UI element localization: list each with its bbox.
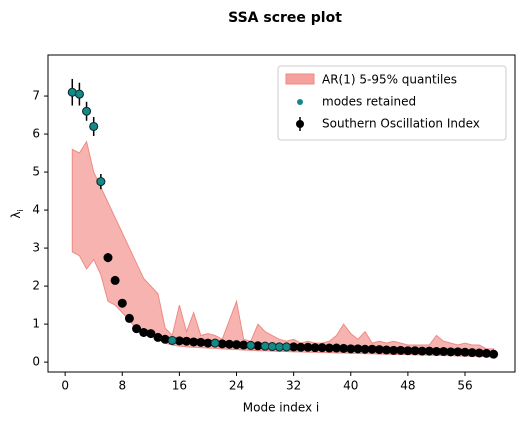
soi-point (431, 346, 441, 356)
soi-point (467, 348, 477, 358)
soi-point (367, 344, 377, 354)
soi-point (303, 342, 313, 352)
y-tick-label: 3 (32, 241, 40, 255)
soi-point (346, 344, 356, 354)
x-tick-label: 24 (229, 379, 244, 393)
soi-point (381, 345, 391, 355)
soi-point (389, 345, 399, 355)
plot-frame (47, 54, 516, 373)
x-tick-label: 32 (286, 379, 301, 393)
x-tick-label: 0 (61, 379, 69, 393)
soi-point (160, 334, 170, 344)
y-tick-label: 2 (32, 279, 40, 293)
legend-swatch (297, 99, 303, 105)
soi-point (317, 343, 327, 353)
legend-label: AR(1) 5-95% quantiles (322, 73, 457, 87)
retained-point (96, 177, 106, 186)
soi-point (196, 337, 206, 347)
soi-point (146, 329, 156, 339)
retained-point (210, 338, 220, 348)
soi-point (224, 339, 234, 349)
soi-point (139, 327, 149, 337)
retained-point (68, 88, 77, 97)
soi-point (374, 345, 384, 355)
soi-point (217, 339, 227, 349)
legend-label: modes retained (322, 95, 416, 109)
x-tick-label: 40 (343, 379, 358, 393)
soi-point (153, 332, 163, 342)
legend-label: Southern Oscillation Index (322, 117, 480, 131)
soi-point (446, 347, 456, 357)
legend-box (277, 65, 507, 141)
soi-point (481, 348, 491, 358)
y-tick-label: 0 (32, 355, 40, 369)
y-tick-label: 1 (32, 317, 40, 331)
soi-point (360, 344, 370, 354)
soi-point (232, 340, 242, 350)
x-tick-label: 56 (457, 379, 472, 393)
legend-swatch (296, 120, 304, 128)
retained-point (75, 89, 84, 99)
soi-point (103, 253, 113, 263)
x-tick-label: 16 (172, 379, 187, 393)
x-tick-label: 8 (118, 379, 126, 393)
retained-point (275, 342, 284, 352)
retained-point (246, 341, 255, 350)
retained-point (260, 341, 270, 351)
soi-point (424, 346, 434, 356)
soi-point (189, 337, 199, 347)
soi-point (403, 346, 413, 356)
y-axis-label: λi (9, 209, 25, 218)
soi-point (453, 347, 463, 357)
retained-point (82, 107, 91, 116)
soi-point (417, 346, 427, 356)
soi-point (439, 346, 449, 356)
soi-point (339, 343, 349, 353)
x-axis-label: Mode index i (243, 401, 320, 415)
soi-point (289, 342, 299, 352)
retained-point (168, 336, 177, 345)
soi-point (331, 343, 341, 353)
retained-point (282, 342, 291, 352)
soi-point (239, 340, 249, 350)
soi-point (296, 342, 306, 352)
retained-point (268, 342, 277, 351)
y-tick-label: 6 (32, 127, 40, 141)
y-tick-label: 5 (32, 165, 40, 179)
soi-point (203, 338, 213, 348)
soi-point (182, 336, 192, 346)
soi-point (324, 343, 334, 353)
y-tick-label: 4 (32, 203, 40, 217)
soi-point (460, 347, 470, 357)
y-axis-symbol: λi (9, 209, 25, 218)
chart-title: SSA scree plot (228, 10, 342, 26)
soi-point (110, 275, 120, 285)
x-tick-label: 48 (400, 379, 415, 393)
soi-point (174, 336, 184, 346)
soi-point (253, 341, 263, 351)
soi-point (396, 345, 406, 355)
y-label-main: λ (9, 212, 23, 219)
legend-swatch (285, 73, 315, 85)
retained-point (89, 122, 98, 131)
soi-point (117, 298, 127, 308)
soi-point (410, 346, 420, 356)
soi-point (132, 324, 142, 334)
soi-point (474, 348, 484, 358)
y-label-sub: i (16, 209, 25, 211)
soi-point (124, 313, 134, 323)
soi-point (310, 343, 320, 353)
soi-point (489, 349, 499, 359)
y-tick-label: 7 (32, 89, 40, 103)
soi-point (353, 344, 363, 354)
